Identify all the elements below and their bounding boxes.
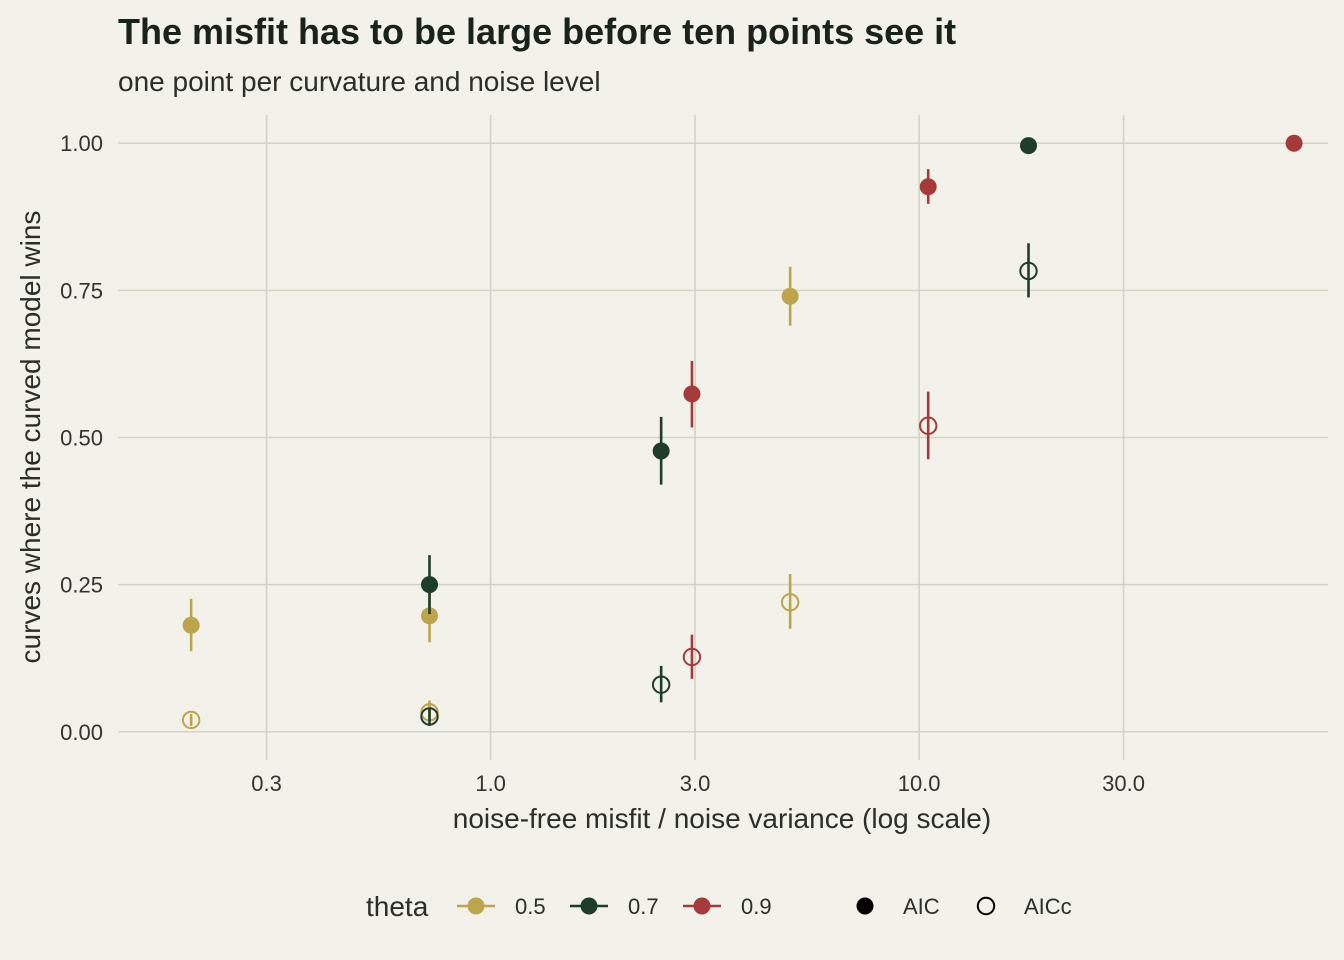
legend-title: theta — [366, 891, 429, 922]
aic-point — [652, 442, 670, 460]
data-point-group — [652, 416, 670, 485]
data-points — [181, 134, 1303, 730]
data-point-group — [919, 391, 938, 460]
aic-point — [919, 178, 937, 196]
aic-point — [1285, 134, 1303, 152]
legend-label: AICc — [1024, 894, 1072, 919]
data-point-group — [181, 710, 201, 730]
aicc-point — [651, 675, 671, 694]
aic-point — [1020, 137, 1038, 155]
data-point-group — [1019, 243, 1038, 298]
x-tick-label: 10.0 — [898, 771, 941, 796]
data-point-group — [182, 598, 200, 652]
x-tick-label: 30.0 — [1102, 771, 1145, 796]
chart-title: The misfit has to be large before ten po… — [118, 11, 956, 52]
y-axis-ticks: 0.00 0.25 0.50 0.75 1.00 — [60, 131, 103, 745]
data-point-group — [651, 665, 671, 703]
legend: theta 0.5 0.7 0.9 AIC AICc — [366, 891, 1072, 922]
grid-lines — [118, 115, 1328, 760]
chart-subtitle: one point per curvature and noise level — [118, 66, 601, 97]
x-tick-label: 1.0 — [475, 771, 506, 796]
legend-key-dot — [467, 897, 485, 915]
legend-color-keys: 0.5 0.7 0.9 — [457, 894, 772, 919]
legend-label: 0.9 — [741, 894, 772, 919]
data-point-group — [1285, 134, 1303, 152]
aic-point — [421, 607, 439, 625]
legend-label: AIC — [903, 894, 940, 919]
aic-point — [781, 287, 799, 305]
legend-filled-circle — [856, 897, 874, 915]
aicc-point — [919, 416, 938, 435]
data-point-group — [1020, 137, 1038, 155]
y-axis-title: curves where the curved model wins — [15, 211, 46, 664]
aic-point — [182, 616, 200, 634]
data-point-group — [683, 360, 701, 428]
legend-key-criterion: AICc — [976, 894, 1072, 919]
data-point-group — [421, 555, 439, 615]
aic-point — [683, 385, 701, 403]
x-tick-label: 0.3 — [251, 771, 282, 796]
data-point-group — [682, 634, 702, 679]
aicc-point — [682, 647, 702, 667]
data-point-group — [780, 574, 800, 629]
y-tick-label: 0.75 — [60, 278, 103, 303]
aicc-point — [780, 593, 800, 612]
legend-key-dot — [580, 897, 598, 915]
legend-open-circle — [976, 896, 996, 916]
aicc-point — [420, 707, 439, 726]
x-axis-title: noise-free misfit / noise variance (log … — [453, 803, 991, 834]
y-tick-label: 0.00 — [60, 720, 103, 745]
legend-shape-keys: AIC AICc — [856, 894, 1072, 919]
data-point-group — [919, 169, 937, 204]
data-point-group — [781, 266, 799, 326]
x-axis-ticks: 0.3 1.0 3.0 10.0 30.0 — [251, 771, 1145, 796]
aicc-point — [1019, 261, 1038, 281]
legend-key-criterion: AIC — [856, 894, 940, 919]
y-tick-label: 0.25 — [60, 573, 103, 598]
y-tick-label: 1.00 — [60, 131, 103, 156]
x-tick-label: 3.0 — [680, 771, 711, 796]
legend-label: 0.5 — [515, 894, 546, 919]
legend-key-theta: 0.7 — [570, 894, 659, 919]
y-tick-label: 0.50 — [60, 426, 103, 451]
legend-key-theta: 0.5 — [457, 894, 546, 919]
legend-label: 0.7 — [628, 894, 659, 919]
aicc-point — [181, 710, 201, 730]
legend-key-dot — [693, 897, 711, 915]
legend-key-theta: 0.9 — [683, 894, 772, 919]
data-point-group — [420, 707, 439, 726]
aic-point — [421, 576, 439, 594]
